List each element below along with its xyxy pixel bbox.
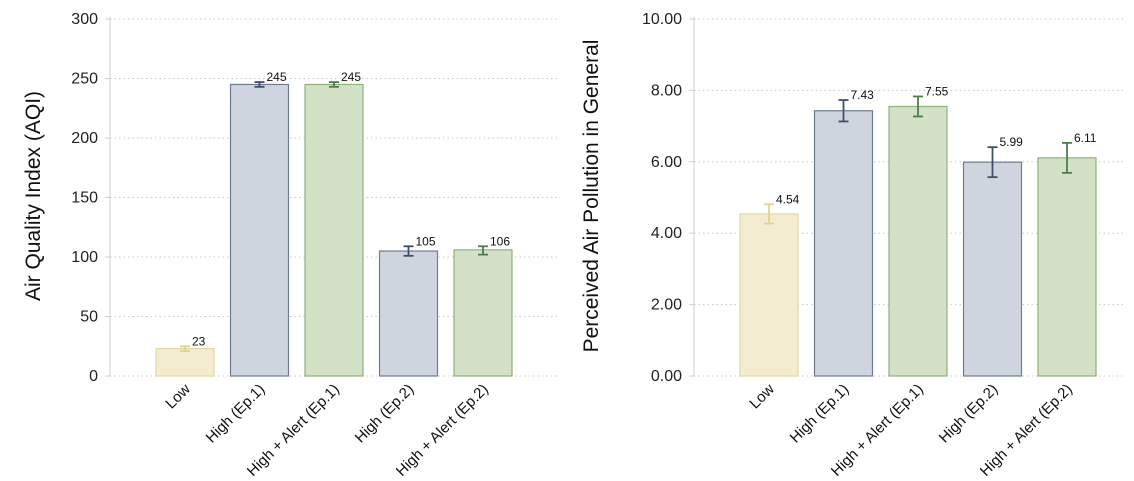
- x-tick-label: Low: [162, 381, 194, 413]
- y-tick-label: 50: [80, 309, 98, 326]
- data-label: 105: [416, 234, 436, 248]
- y-tick-label: 0: [89, 368, 98, 385]
- y-tick-label: 100: [71, 249, 98, 266]
- x-tick-label: High (Ep.1): [203, 381, 269, 447]
- data-label: 245: [341, 70, 361, 84]
- bar: [155, 348, 215, 377]
- bar: [378, 250, 439, 377]
- data-label: 245: [267, 70, 287, 84]
- data-label: 106: [490, 234, 510, 248]
- bar: [453, 249, 513, 377]
- y-tick-label: 200: [71, 130, 98, 147]
- bar: [229, 83, 290, 377]
- bar: [304, 83, 364, 377]
- y-tick-label: 250: [71, 71, 98, 88]
- x-tick-label: High (Ep.2): [352, 381, 418, 447]
- y-axis-label: Air Quality Index (AQI): [22, 91, 45, 301]
- y-tick-label: 300: [71, 11, 98, 28]
- data-label: 23: [192, 334, 206, 348]
- y-tick-label: 150: [71, 190, 98, 207]
